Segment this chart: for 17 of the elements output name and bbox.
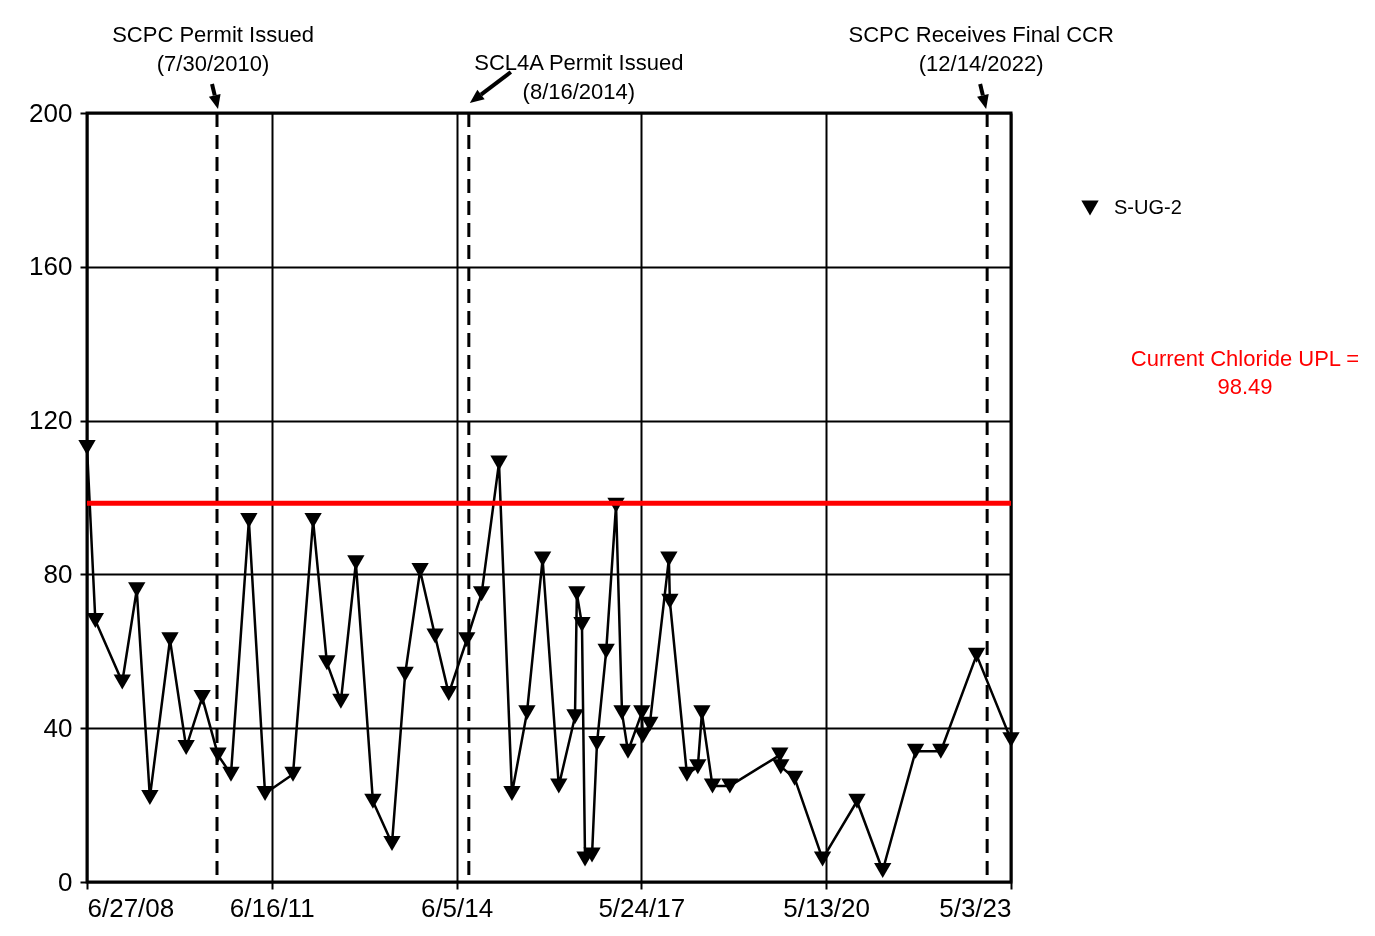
legend-label: S-UG-2 [1114, 196, 1182, 218]
x-tick-label: 6/27/08 [87, 892, 175, 923]
x-tick-label: 6/16/11 [229, 892, 315, 923]
y-tick-label: 120 [29, 405, 73, 436]
y-tick-label: 80 [43, 558, 73, 589]
ref-line-label: SCPC Receives Final CCR (12/14/2022) [848, 22, 1114, 76]
y-tick-label: 0 [58, 866, 73, 897]
x-tick-label: 5/3/23 [939, 892, 1012, 923]
y-tick-label: 160 [29, 251, 73, 282]
y-tick-label: 200 [29, 97, 73, 128]
x-tick-label: 5/13/20 [783, 892, 871, 923]
x-tick-label: 6/5/14 [420, 892, 494, 923]
ref-line-label: SCL4A Permit Issued (8/16/2014) [474, 50, 684, 104]
ref-line-label: Current Chloride UPL = 98.49 [1130, 346, 1360, 399]
x-tick-label: 5/24/17 [598, 892, 686, 923]
y-tick-label: 40 [43, 712, 73, 743]
ref-line-label: SCPC Permit Issued (7/30/2010) [112, 22, 314, 76]
